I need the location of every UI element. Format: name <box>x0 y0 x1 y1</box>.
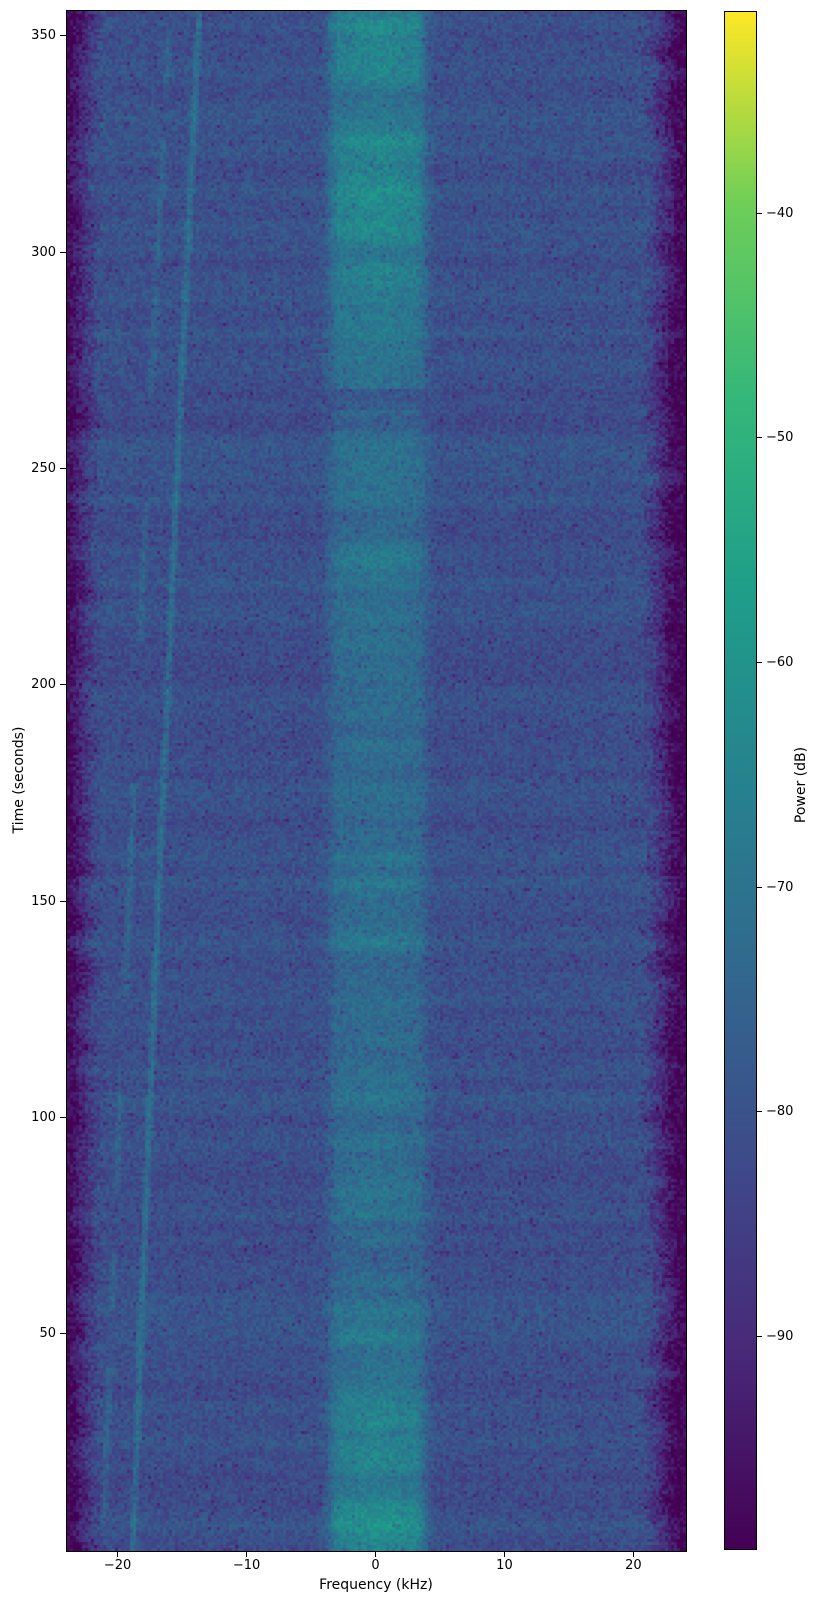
y-tick-label: 200 <box>31 677 56 693</box>
y-tick-label: 100 <box>31 1109 56 1125</box>
colorbar-tick-label: −80 <box>766 1104 794 1120</box>
colorbar-tick-mark <box>757 1111 762 1113</box>
y-tick-label: 50 <box>39 1326 56 1342</box>
x-tick-mark <box>246 1551 248 1557</box>
x-tick-mark <box>117 1551 119 1557</box>
plot-area <box>66 10 687 1552</box>
y-tick-label: 150 <box>31 893 56 909</box>
y-tick-label: 250 <box>31 461 56 477</box>
colorbar-tick-mark <box>757 662 762 664</box>
x-tick-mark <box>375 1551 376 1557</box>
y-tick-mark <box>60 900 66 902</box>
y-tick-mark <box>60 35 66 37</box>
y-tick-label: 350 <box>31 28 56 44</box>
y-axis-label: Time (seconds) <box>11 726 27 834</box>
x-tick-label: −20 <box>103 1558 132 1573</box>
colorbar-gradient <box>725 12 756 1549</box>
colorbar-tick-mark <box>757 437 762 439</box>
colorbar <box>724 11 757 1550</box>
colorbar-tick-mark <box>757 886 762 888</box>
x-tick-mark <box>503 1551 505 1557</box>
colorbar-label: Power (dB) <box>793 746 809 824</box>
y-tick-mark <box>60 684 66 686</box>
spectrogram-canvas <box>67 11 686 1551</box>
x-tick-mark <box>632 1551 634 1557</box>
colorbar-tick-mark <box>757 212 762 214</box>
x-tick-label: −10 <box>232 1558 261 1573</box>
y-tick-mark <box>60 1116 66 1118</box>
colorbar-tick-mark <box>757 1336 762 1338</box>
x-tick-label: 20 <box>625 1558 642 1573</box>
x-tick-label: 10 <box>496 1558 513 1573</box>
colorbar-tick-label: −40 <box>766 205 794 221</box>
y-tick-mark <box>60 468 66 470</box>
x-axis-label: Frequency (kHz) <box>319 1577 433 1593</box>
colorbar-tick-label: −60 <box>766 655 794 671</box>
y-tick-label: 300 <box>31 244 56 260</box>
y-tick-mark <box>60 1333 66 1335</box>
colorbar-tick-label: −70 <box>766 879 794 895</box>
y-tick-mark <box>60 251 66 253</box>
colorbar-tick-label: −90 <box>766 1329 794 1345</box>
colorbar-tick-label: −50 <box>766 430 794 446</box>
x-tick-label: 0 <box>371 1558 380 1573</box>
